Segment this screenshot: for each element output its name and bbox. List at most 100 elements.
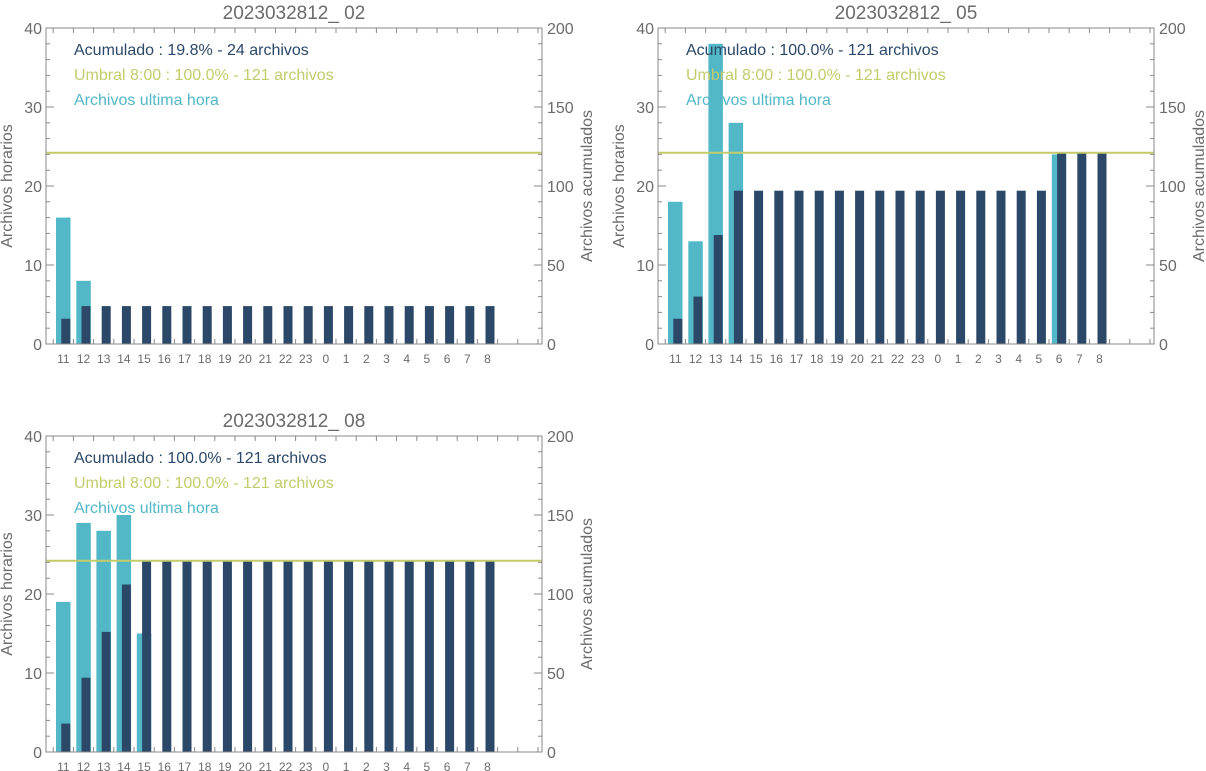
accumulated-bar — [364, 560, 374, 752]
accumulated-bar — [323, 306, 333, 344]
y-tick-label: 20 — [24, 179, 42, 196]
accumulated-bar — [1036, 190, 1046, 344]
x-tick-label: 13 — [97, 760, 111, 771]
y2-tick-label: 150 — [1159, 100, 1186, 117]
y2-tick-label: 0 — [547, 337, 556, 354]
accumulated-bar — [81, 306, 91, 344]
x-tick-label: 4 — [403, 352, 410, 366]
y2-tick-label: 200 — [547, 21, 574, 38]
x-tick-label: 12 — [77, 760, 91, 771]
x-tick-label: 0 — [935, 352, 942, 366]
accumulated-bar — [142, 560, 152, 752]
y-tick-label: 0 — [33, 745, 42, 762]
accumulated-bar — [283, 306, 293, 344]
accumulated-bar — [1057, 152, 1067, 344]
x-tick-label: 6 — [1056, 352, 1063, 366]
accumulated-bar — [364, 306, 374, 344]
accumulated-bar — [61, 723, 71, 752]
accumulated-bar — [323, 560, 333, 752]
legend-entry: Archivos ultima hora — [74, 92, 219, 109]
y-tick-label: 0 — [645, 337, 654, 354]
accumulated-bar — [465, 560, 475, 752]
legend-entry: Archivos ultima hora — [686, 92, 831, 109]
x-tick-label: 3 — [995, 352, 1002, 366]
x-tick-label: 7 — [464, 760, 471, 771]
accumulated-bar — [754, 190, 764, 344]
x-tick-label: 13 — [709, 352, 723, 366]
y-tick-label: 0 — [33, 337, 42, 354]
accumulated-bar — [713, 235, 723, 344]
x-tick-label: 17 — [790, 352, 804, 366]
accumulated-bar — [263, 306, 273, 344]
x-tick-label: 4 — [403, 760, 410, 771]
x-tick-label: 1 — [343, 352, 350, 366]
accumulated-bar — [202, 560, 212, 752]
x-tick-label: 22 — [279, 352, 293, 366]
x-tick-label: 15 — [749, 352, 763, 366]
accumulated-bar — [445, 306, 455, 344]
x-tick-label: 2 — [975, 352, 982, 366]
accumulated-bar — [935, 190, 945, 344]
x-tick-label: 14 — [117, 760, 131, 771]
x-tick-label: 22 — [891, 352, 905, 366]
legend-entry: Acumulado : 19.8% - 24 archivos — [74, 42, 309, 59]
y2-tick-label: 150 — [547, 508, 574, 525]
x-tick-label: 16 — [158, 352, 172, 366]
x-tick-label: 1 — [955, 352, 962, 366]
x-tick-label: 14 — [117, 352, 131, 366]
y-tick-label: 30 — [24, 508, 42, 525]
y2-axis-label: Archivos acumulados — [579, 110, 596, 262]
x-tick-label: 20 — [238, 352, 252, 366]
x-tick-label: 14 — [729, 352, 743, 366]
y2-tick-label: 0 — [547, 745, 556, 762]
y2-tick-label: 0 — [1159, 337, 1168, 354]
legend-entry: Umbral 8:00 : 100.0% - 121 archivos — [74, 67, 334, 84]
accumulated-bar — [915, 190, 925, 344]
x-tick-label: 13 — [97, 352, 111, 366]
accumulated-bar — [834, 190, 844, 344]
legend-entry: Umbral 8:00 : 100.0% - 121 archivos — [74, 475, 334, 492]
y2-axis-label: Archivos acumulados — [579, 518, 596, 670]
x-tick-label: 12 — [77, 352, 91, 366]
x-tick-label: 21 — [259, 760, 273, 771]
accumulated-bar — [673, 318, 683, 344]
y-tick-label: 10 — [636, 258, 654, 275]
x-tick-label: 18 — [198, 352, 212, 366]
accumulated-bar — [142, 306, 152, 344]
accumulated-bar — [1097, 152, 1107, 344]
y-tick-label: 40 — [24, 21, 42, 38]
accumulated-bar — [263, 560, 273, 752]
accumulated-bar — [202, 306, 212, 344]
x-tick-label: 22 — [279, 760, 293, 771]
x-tick-label: 23 — [299, 352, 313, 366]
accumulated-bar — [733, 190, 743, 344]
accumulated-bar — [384, 560, 394, 752]
x-tick-label: 5 — [424, 760, 431, 771]
accumulated-bar — [465, 306, 475, 344]
x-tick-label: 21 — [259, 352, 273, 366]
y-tick-label: 10 — [24, 666, 42, 683]
accumulated-bar — [81, 677, 91, 752]
accumulated-bar — [976, 190, 986, 344]
x-tick-label: 2 — [363, 760, 370, 771]
x-tick-label: 5 — [424, 352, 431, 366]
accumulated-bar — [404, 306, 414, 344]
accumulated-bar — [344, 306, 354, 344]
accumulated-bar — [404, 560, 414, 752]
y2-tick-label: 100 — [547, 179, 574, 196]
accumulated-bar — [344, 560, 354, 752]
x-tick-label: 7 — [1076, 352, 1083, 366]
accumulated-bar — [283, 560, 293, 752]
x-tick-label: 19 — [830, 352, 844, 366]
x-tick-label: 20 — [850, 352, 864, 366]
x-tick-label: 8 — [1096, 352, 1103, 366]
legend-entry: Acumulado : 100.0% - 121 archivos — [74, 450, 327, 467]
accumulated-bar — [774, 190, 784, 344]
accumulated-bar — [303, 560, 313, 752]
x-tick-label: 4 — [1015, 352, 1022, 366]
y2-tick-label: 50 — [547, 258, 565, 275]
accumulated-bar — [101, 631, 111, 752]
accumulated-bar — [875, 190, 885, 344]
accumulated-bar — [693, 296, 703, 344]
